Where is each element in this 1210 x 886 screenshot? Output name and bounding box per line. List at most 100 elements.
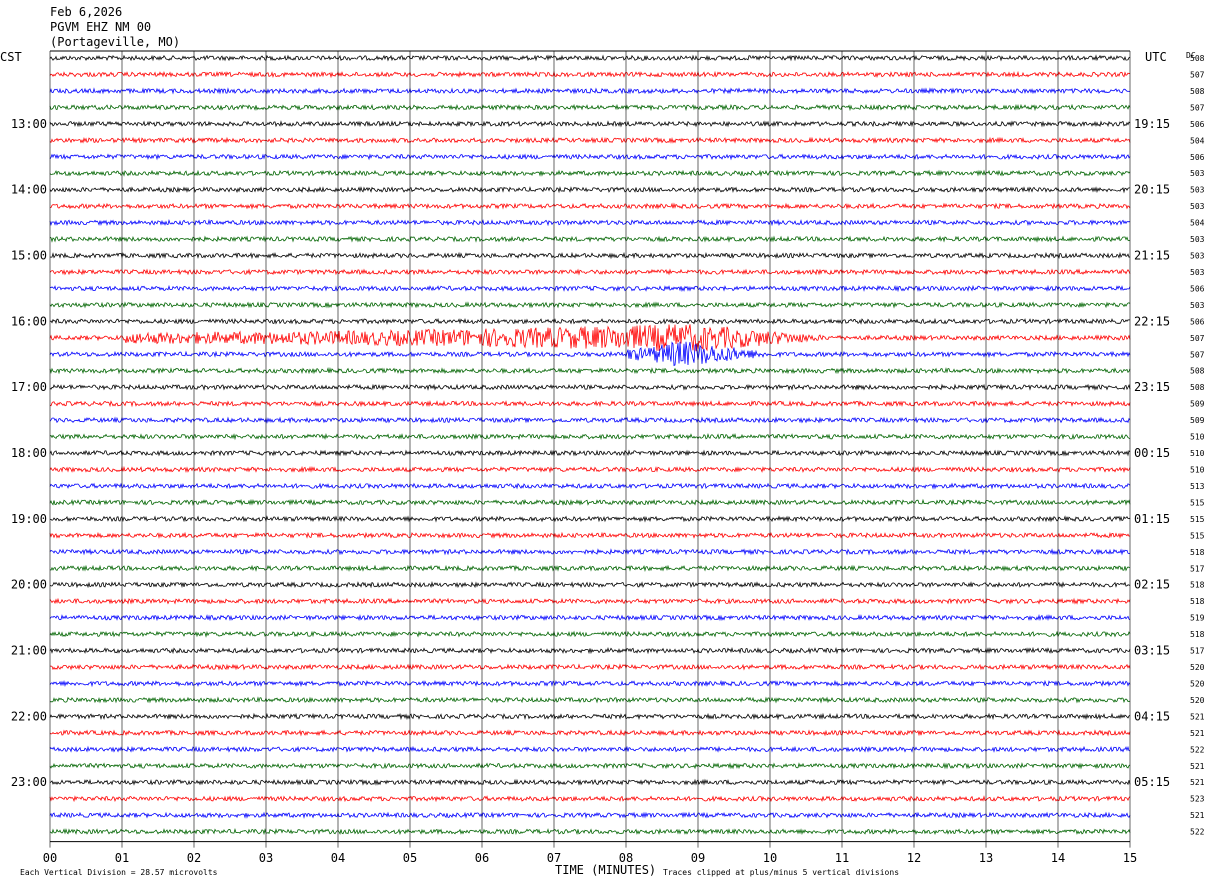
trace-row-41 bbox=[49, 729, 1131, 737]
utc-hour-label: 20:15 bbox=[1134, 183, 1170, 197]
utc-hour-label: 01:15 bbox=[1134, 512, 1170, 526]
trace-row-4 bbox=[49, 120, 1131, 128]
x-tick-label: 05 bbox=[403, 851, 417, 865]
x-tick-label: 06 bbox=[475, 851, 489, 865]
x-tick-label: 11 bbox=[835, 851, 849, 865]
dc-offset-label: 513 bbox=[1190, 482, 1205, 491]
trace-row-7 bbox=[49, 169, 1131, 177]
dc-offset-label: 510 bbox=[1190, 466, 1205, 475]
cst-hour-label: 18:00 bbox=[11, 446, 47, 460]
trace-row-0 bbox=[49, 54, 1131, 62]
dc-offset-label: 510 bbox=[1190, 433, 1205, 442]
station-label: PGVM EHZ NM 00 bbox=[50, 20, 151, 34]
dc-offset-label: 506 bbox=[1190, 120, 1205, 129]
trace-row-23 bbox=[49, 433, 1131, 441]
dc-offset-label: 518 bbox=[1190, 548, 1205, 557]
trace-row-9 bbox=[49, 202, 1131, 210]
dc-offset-label: 503 bbox=[1190, 235, 1205, 244]
clip-note: Traces clipped at plus/minus 5 vertical … bbox=[663, 868, 899, 877]
trace-row-35 bbox=[49, 630, 1131, 638]
utc-hour-labels: 19:15 20:15 21:15 22:15 23:15 00:15 01:15 02:15… bbox=[1134, 117, 1170, 789]
dc-offset-label: 521 bbox=[1190, 778, 1205, 787]
dc-offset-label: 508 bbox=[1190, 87, 1205, 96]
dc-offset-label: 508 bbox=[1190, 367, 1205, 376]
trace-row-18 bbox=[49, 341, 1131, 367]
dc-offset-label: 521 bbox=[1190, 712, 1205, 721]
trace-row-19 bbox=[49, 367, 1131, 375]
trace-row-16 bbox=[49, 317, 1131, 325]
utc-hour-label: 03:15 bbox=[1134, 644, 1170, 658]
utc-hour-label: 04:15 bbox=[1134, 709, 1170, 723]
dc-offset-label: 503 bbox=[1190, 252, 1205, 261]
trace-row-36 bbox=[49, 646, 1131, 655]
trace-group bbox=[49, 54, 1131, 836]
x-tick-label: 13 bbox=[979, 851, 993, 865]
dc-offset-labels: 508 507 508 507 506 504 506 503 503 503 504 503 503 5… bbox=[1190, 54, 1205, 837]
dc-offset-label: 518 bbox=[1190, 581, 1205, 590]
x-tick-label: 07 bbox=[547, 851, 561, 865]
dc-offset-label: 520 bbox=[1190, 679, 1205, 688]
trace-row-1 bbox=[49, 70, 1131, 79]
trace-row-47 bbox=[49, 827, 1131, 836]
dc-offset-label: 522 bbox=[1190, 828, 1205, 837]
dc-offset-label: 520 bbox=[1190, 663, 1205, 672]
trace-row-17 bbox=[49, 324, 1131, 352]
utc-hour-label: 05:15 bbox=[1134, 775, 1170, 789]
dc-offset-label: 504 bbox=[1190, 136, 1205, 145]
dc-offset-label: 503 bbox=[1190, 268, 1205, 277]
x-tick-label: 04 bbox=[331, 851, 345, 865]
x-tick-label: 01 bbox=[115, 851, 129, 865]
trace-row-13 bbox=[49, 268, 1131, 276]
trace-row-26 bbox=[49, 482, 1131, 490]
dc-offset-label: 503 bbox=[1190, 169, 1205, 178]
x-tick-label: 08 bbox=[619, 851, 633, 865]
trace-row-46 bbox=[49, 811, 1131, 819]
dc-offset-label: 515 bbox=[1190, 515, 1205, 524]
x-tick-label: 14 bbox=[1051, 851, 1065, 865]
dc-offset-label: 518 bbox=[1190, 630, 1205, 639]
trace-row-6 bbox=[49, 153, 1131, 161]
trace-row-22 bbox=[49, 416, 1131, 424]
cst-hour-labels: 13:00 14:00 15:00 16:00 17:00 18:00 19:00 20:00… bbox=[11, 117, 47, 789]
dc-offset-label: 506 bbox=[1190, 284, 1205, 293]
utc-hour-label: 02:15 bbox=[1134, 578, 1170, 592]
utc-hour-label: 19:15 bbox=[1134, 117, 1170, 131]
trace-row-44 bbox=[49, 778, 1131, 786]
dc-offset-label: 508 bbox=[1190, 383, 1205, 392]
x-tick-label: 12 bbox=[907, 851, 921, 865]
dc-offset-label: 517 bbox=[1190, 647, 1205, 656]
trace-row-42 bbox=[49, 745, 1131, 753]
date-label: Feb 6,2026 bbox=[50, 5, 122, 19]
utc-hour-label: 23:15 bbox=[1134, 380, 1170, 394]
trace-row-40 bbox=[49, 712, 1131, 721]
dc-offset-label: 507 bbox=[1190, 103, 1205, 112]
dc-offset-label: 506 bbox=[1190, 153, 1205, 162]
dc-offset-label: 504 bbox=[1190, 219, 1205, 228]
trace-row-43 bbox=[49, 762, 1131, 770]
cst-label: CST bbox=[0, 50, 22, 64]
dc-offset-label: 508 bbox=[1190, 54, 1205, 63]
dc-offset-label: 503 bbox=[1190, 186, 1205, 195]
trace-row-11 bbox=[49, 235, 1131, 243]
trace-row-33 bbox=[49, 597, 1131, 605]
trace-row-12 bbox=[49, 251, 1131, 260]
trace-row-27 bbox=[49, 498, 1131, 507]
trace-row-37 bbox=[49, 663, 1131, 671]
trace-row-15 bbox=[49, 301, 1131, 309]
trace-row-5 bbox=[49, 136, 1131, 144]
cst-hour-label: 22:00 bbox=[11, 709, 47, 723]
dc-offset-label: 520 bbox=[1190, 696, 1205, 705]
trace-row-25 bbox=[49, 465, 1131, 474]
dc-offset-label: 507 bbox=[1190, 334, 1205, 343]
x-tick-label: 15 bbox=[1123, 851, 1137, 865]
trace-row-29 bbox=[49, 531, 1131, 539]
trace-row-32 bbox=[49, 581, 1131, 589]
trace-row-39 bbox=[49, 696, 1131, 704]
dc-offset-label: 521 bbox=[1190, 762, 1205, 771]
dc-offset-label: 509 bbox=[1190, 400, 1205, 409]
dc-offset-label: 521 bbox=[1190, 811, 1205, 820]
dc-offset-label: 507 bbox=[1190, 350, 1205, 359]
dc-offset-label: 507 bbox=[1190, 70, 1205, 79]
trace-row-30 bbox=[49, 548, 1130, 556]
x-axis-ticks: 00 01 02 03 04 05 06 07 08 09 10 11 12 13 14 15 bbox=[43, 851, 1137, 865]
